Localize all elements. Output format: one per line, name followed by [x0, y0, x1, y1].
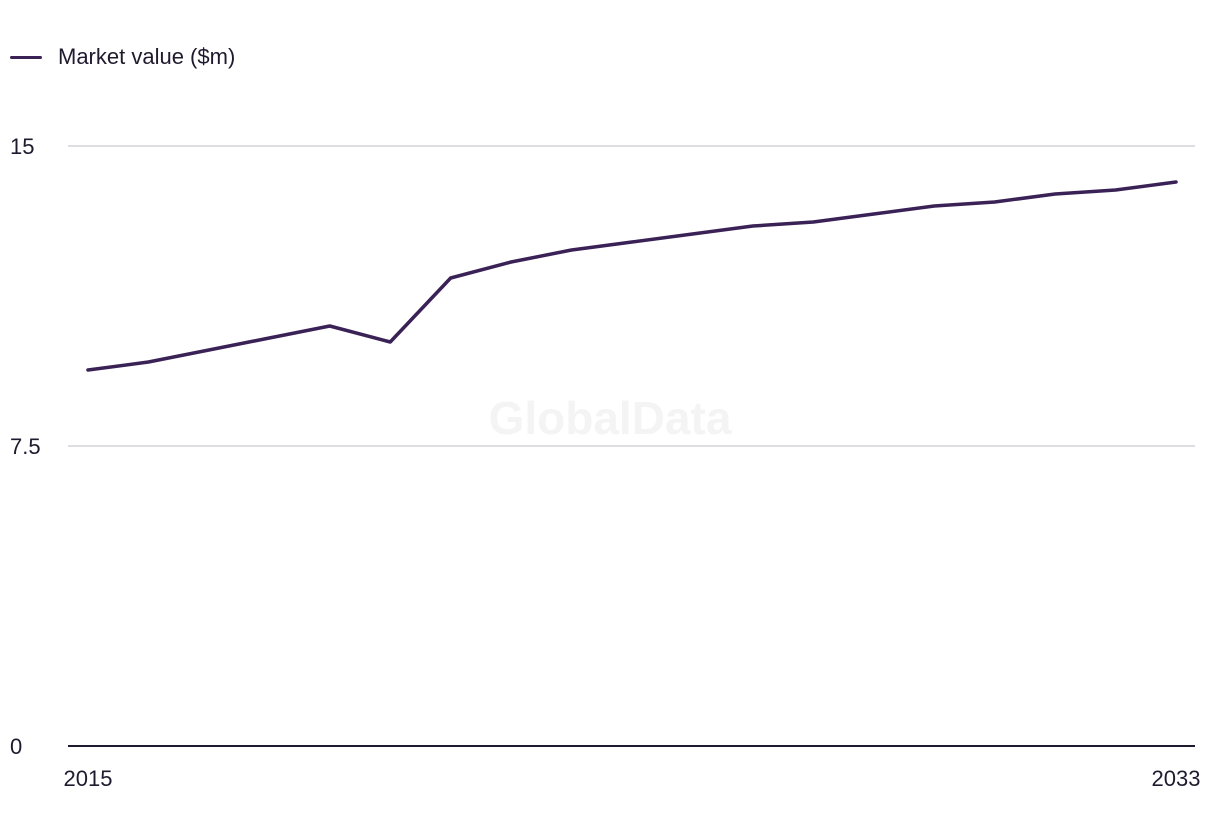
tick-labels: 0 7.5 15 2015 2033 — [10, 134, 1200, 791]
series — [86, 180, 1178, 372]
y-tick-label: 7.5 — [10, 434, 41, 459]
legend: Market value ($m) — [10, 44, 235, 70]
x-tick-label: 2015 — [64, 766, 113, 791]
watermark: GlobalData — [489, 392, 732, 444]
grid-lines — [68, 145, 1195, 447]
legend-swatch — [10, 55, 42, 59]
legend-label: Market value ($m) — [58, 44, 236, 69]
y-tick-label: 15 — [10, 134, 34, 159]
y-tick-label: 0 — [10, 734, 22, 759]
series-line — [86, 180, 1178, 372]
x-tick-label: 2033 — [1152, 766, 1201, 791]
